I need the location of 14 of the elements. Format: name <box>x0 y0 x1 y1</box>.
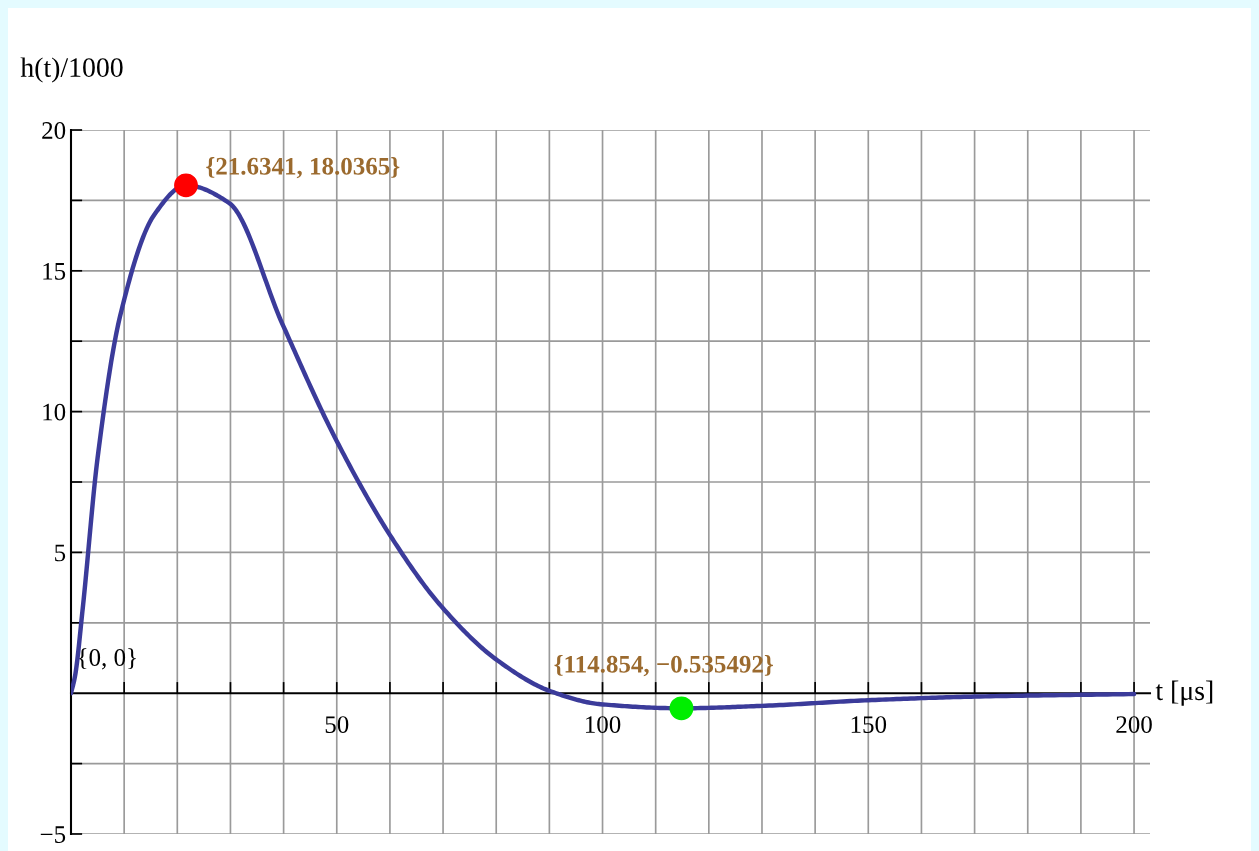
x-tick-label: 200 <box>1116 716 1152 734</box>
y-tick-label: 10 <box>43 403 66 421</box>
y-tick-label: 20 <box>42 122 66 139</box>
x-tick-label: 100 <box>585 716 621 734</box>
annotation: {114.854, −0.535492} <box>554 655 773 677</box>
x-tick-label: 50 <box>325 716 349 734</box>
y-tick-label: −5 <box>40 826 66 843</box>
y-axis-title: h(t)/1000 <box>20 57 123 83</box>
y-tick-label: 15 <box>43 262 66 280</box>
x-tick-label: 150 <box>851 716 887 734</box>
annotation: {0, 0} <box>78 648 136 670</box>
x-axis-title: t [μs] <box>1155 680 1213 706</box>
annotation: {21.6341, 18.0365} <box>206 157 400 179</box>
y-tick-label: 5 <box>55 544 66 562</box>
